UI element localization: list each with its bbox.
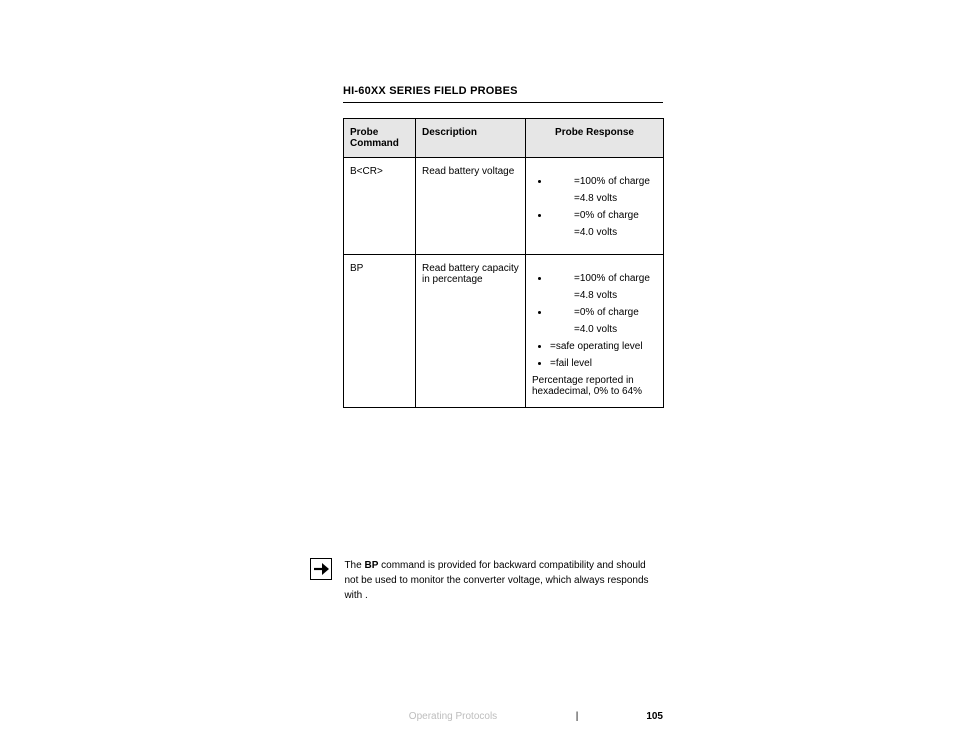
cell-cmd: BP — [344, 255, 416, 408]
section-title: HI-60XX SERIES FIELD PROBES — [343, 85, 663, 97]
bullet-eq: =4.0 volts — [574, 324, 657, 335]
bullet-lead: =safe operating level — [550, 341, 643, 352]
bullet-eq: =4.8 volts — [574, 290, 657, 301]
table-header-row: Probe Command Description Probe Response — [344, 119, 664, 158]
cell-response: =100% of charge =4.8 volts =0% of charge… — [526, 255, 664, 408]
footer-page-number: 105 — [646, 711, 663, 722]
note-prefix: The — [344, 560, 364, 571]
footer-separator: | — [576, 711, 579, 722]
page: HI-60XX SERIES FIELD PROBES Probe Comman… — [0, 0, 954, 738]
cell-desc: Read battery voltage — [416, 158, 526, 255]
response-bullet: =0% of charge =4.0 volts — [550, 307, 657, 335]
response-bullet: =0% of charge =4.0 volts — [550, 210, 657, 238]
response-trailer: Percentage reported in hexadecimal, 0% t… — [532, 375, 657, 397]
response-list: =100% of charge =4.8 volts =0% of charge… — [532, 273, 657, 369]
cell-response: =100% of charge =4.8 volts =0% of charge… — [526, 158, 664, 255]
section-rule — [343, 102, 663, 103]
arrow-right-icon — [310, 558, 332, 580]
col-header-response: Probe Response — [526, 119, 664, 158]
response-list: =100% of charge =4.8 volts =0% of charge… — [532, 176, 657, 238]
page-footer: Operating Protocols | 105 — [343, 711, 663, 722]
col-header-description: Description — [416, 119, 526, 158]
bullet-eq: =100% of charge — [574, 273, 657, 284]
bullet-lead: =fail level — [550, 358, 592, 369]
cell-desc: Read battery capacity in percentage — [416, 255, 526, 408]
probe-command-table: Probe Command Description Probe Response… — [343, 118, 664, 408]
bullet-eq: =4.0 volts — [574, 227, 657, 238]
bullet-eq: =0% of charge — [574, 210, 657, 221]
note-body: command is provided for backward compati… — [344, 560, 648, 601]
bullet-eq: =0% of charge — [574, 307, 657, 318]
response-bullet: =fail level — [550, 358, 657, 369]
note-bold: BP — [364, 560, 378, 571]
col-header-command: Probe Command — [344, 119, 416, 158]
bullet-eq: =100% of charge — [574, 176, 657, 187]
section-title-text: HI-60XX SERIES FIELD PROBES — [343, 85, 518, 97]
note: The BP command is provided for backward … — [310, 558, 663, 603]
footer-section: Operating Protocols — [409, 711, 497, 722]
bullet-eq: =4.8 volts — [574, 193, 657, 204]
response-bullet: =safe operating level — [550, 341, 657, 352]
table-row: B<CR> Read battery voltage =100% of char… — [344, 158, 664, 255]
response-bullet: =100% of charge =4.8 volts — [550, 176, 657, 204]
note-text: The BP command is provided for backward … — [344, 558, 654, 603]
response-bullet: =100% of charge =4.8 volts — [550, 273, 657, 301]
table-row: BP Read battery capacity in percentage =… — [344, 255, 664, 408]
cell-cmd: B<CR> — [344, 158, 416, 255]
